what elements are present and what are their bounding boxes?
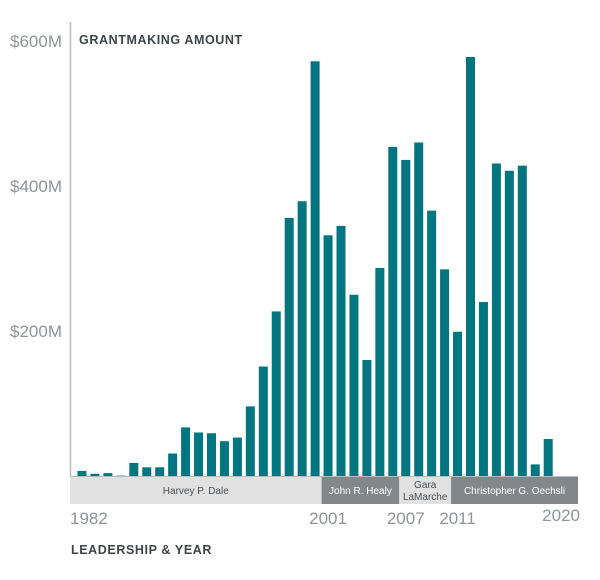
x-tick-label: 2020 <box>542 506 580 525</box>
bar-2008 <box>414 142 424 476</box>
bar-1987 <box>142 467 152 476</box>
bar-2018 <box>543 439 553 476</box>
leadership-band-john-r-healy: John R. Healy <box>321 477 400 504</box>
bar-2015 <box>504 170 514 476</box>
bar-1996 <box>258 366 268 476</box>
band-label: Christopher G. Oechsli <box>464 486 565 497</box>
bar-2014 <box>491 163 501 476</box>
band-background <box>451 477 578 504</box>
bar-1986 <box>129 462 139 476</box>
bar-2003 <box>349 294 359 476</box>
bar-1990 <box>181 427 191 476</box>
bar-2011 <box>453 331 463 476</box>
y-tick-label: $600M <box>10 32 62 51</box>
bar-2012 <box>466 56 475 476</box>
band-background <box>399 477 452 504</box>
bar-2016 <box>517 165 527 476</box>
chart-title: GRANTMAKING AMOUNT <box>79 33 243 47</box>
bar-1991 <box>194 432 204 476</box>
bar-1982 <box>77 470 87 476</box>
bars <box>77 56 553 477</box>
y-tick-labels: $200M $400M $600M <box>10 32 62 341</box>
bar-1992 <box>207 433 216 476</box>
bar-1995 <box>245 406 255 476</box>
band-label: Gara <box>414 480 437 491</box>
y-tick-label: $400M <box>10 177 62 196</box>
leadership-band-harvey-p-dale: Harvey P. Dale <box>70 477 322 504</box>
bar-1998 <box>284 217 294 476</box>
bar-1994 <box>232 437 242 476</box>
x-tick-label: 2001 <box>309 509 347 528</box>
bar-1984 <box>103 473 113 476</box>
bar-2002 <box>336 225 346 476</box>
bar-1989 <box>168 453 178 476</box>
bar-2006 <box>388 146 398 476</box>
band-background <box>70 477 322 504</box>
bar-1997 <box>271 311 281 476</box>
bar-1983 <box>90 473 100 476</box>
bar-2000 <box>310 61 320 477</box>
bar-2005 <box>375 267 385 476</box>
bar-2007 <box>401 159 411 476</box>
bar-2004 <box>362 360 372 476</box>
band-label: Harvey P. Dale <box>163 486 229 497</box>
x-tick-labels: 1982 2001 2007 2011 2020 <box>70 506 580 528</box>
x-tick-label: 1982 <box>70 509 108 528</box>
bar-1999 <box>297 201 307 476</box>
bar-2013 <box>478 302 488 476</box>
band-label: John R. Healy <box>329 486 392 497</box>
bar-2009 <box>427 210 437 476</box>
bar-1993 <box>219 441 229 476</box>
x-tick-label: 2007 <box>387 509 425 528</box>
bar-2001 <box>323 235 333 476</box>
x-axis-title: LEADERSHIP & YEAR <box>71 543 212 557</box>
y-tick-label: $200M <box>10 322 62 341</box>
band-background <box>321 477 400 504</box>
leadership-band-christopher-g-oechsli: Christopher G. Oechsli <box>451 477 578 504</box>
x-tick-label: 2011 <box>439 509 476 528</box>
bar-2010 <box>440 269 450 476</box>
band-label: LaMarche <box>403 492 448 503</box>
bar-1988 <box>155 467 165 476</box>
bar-2017 <box>530 464 540 476</box>
